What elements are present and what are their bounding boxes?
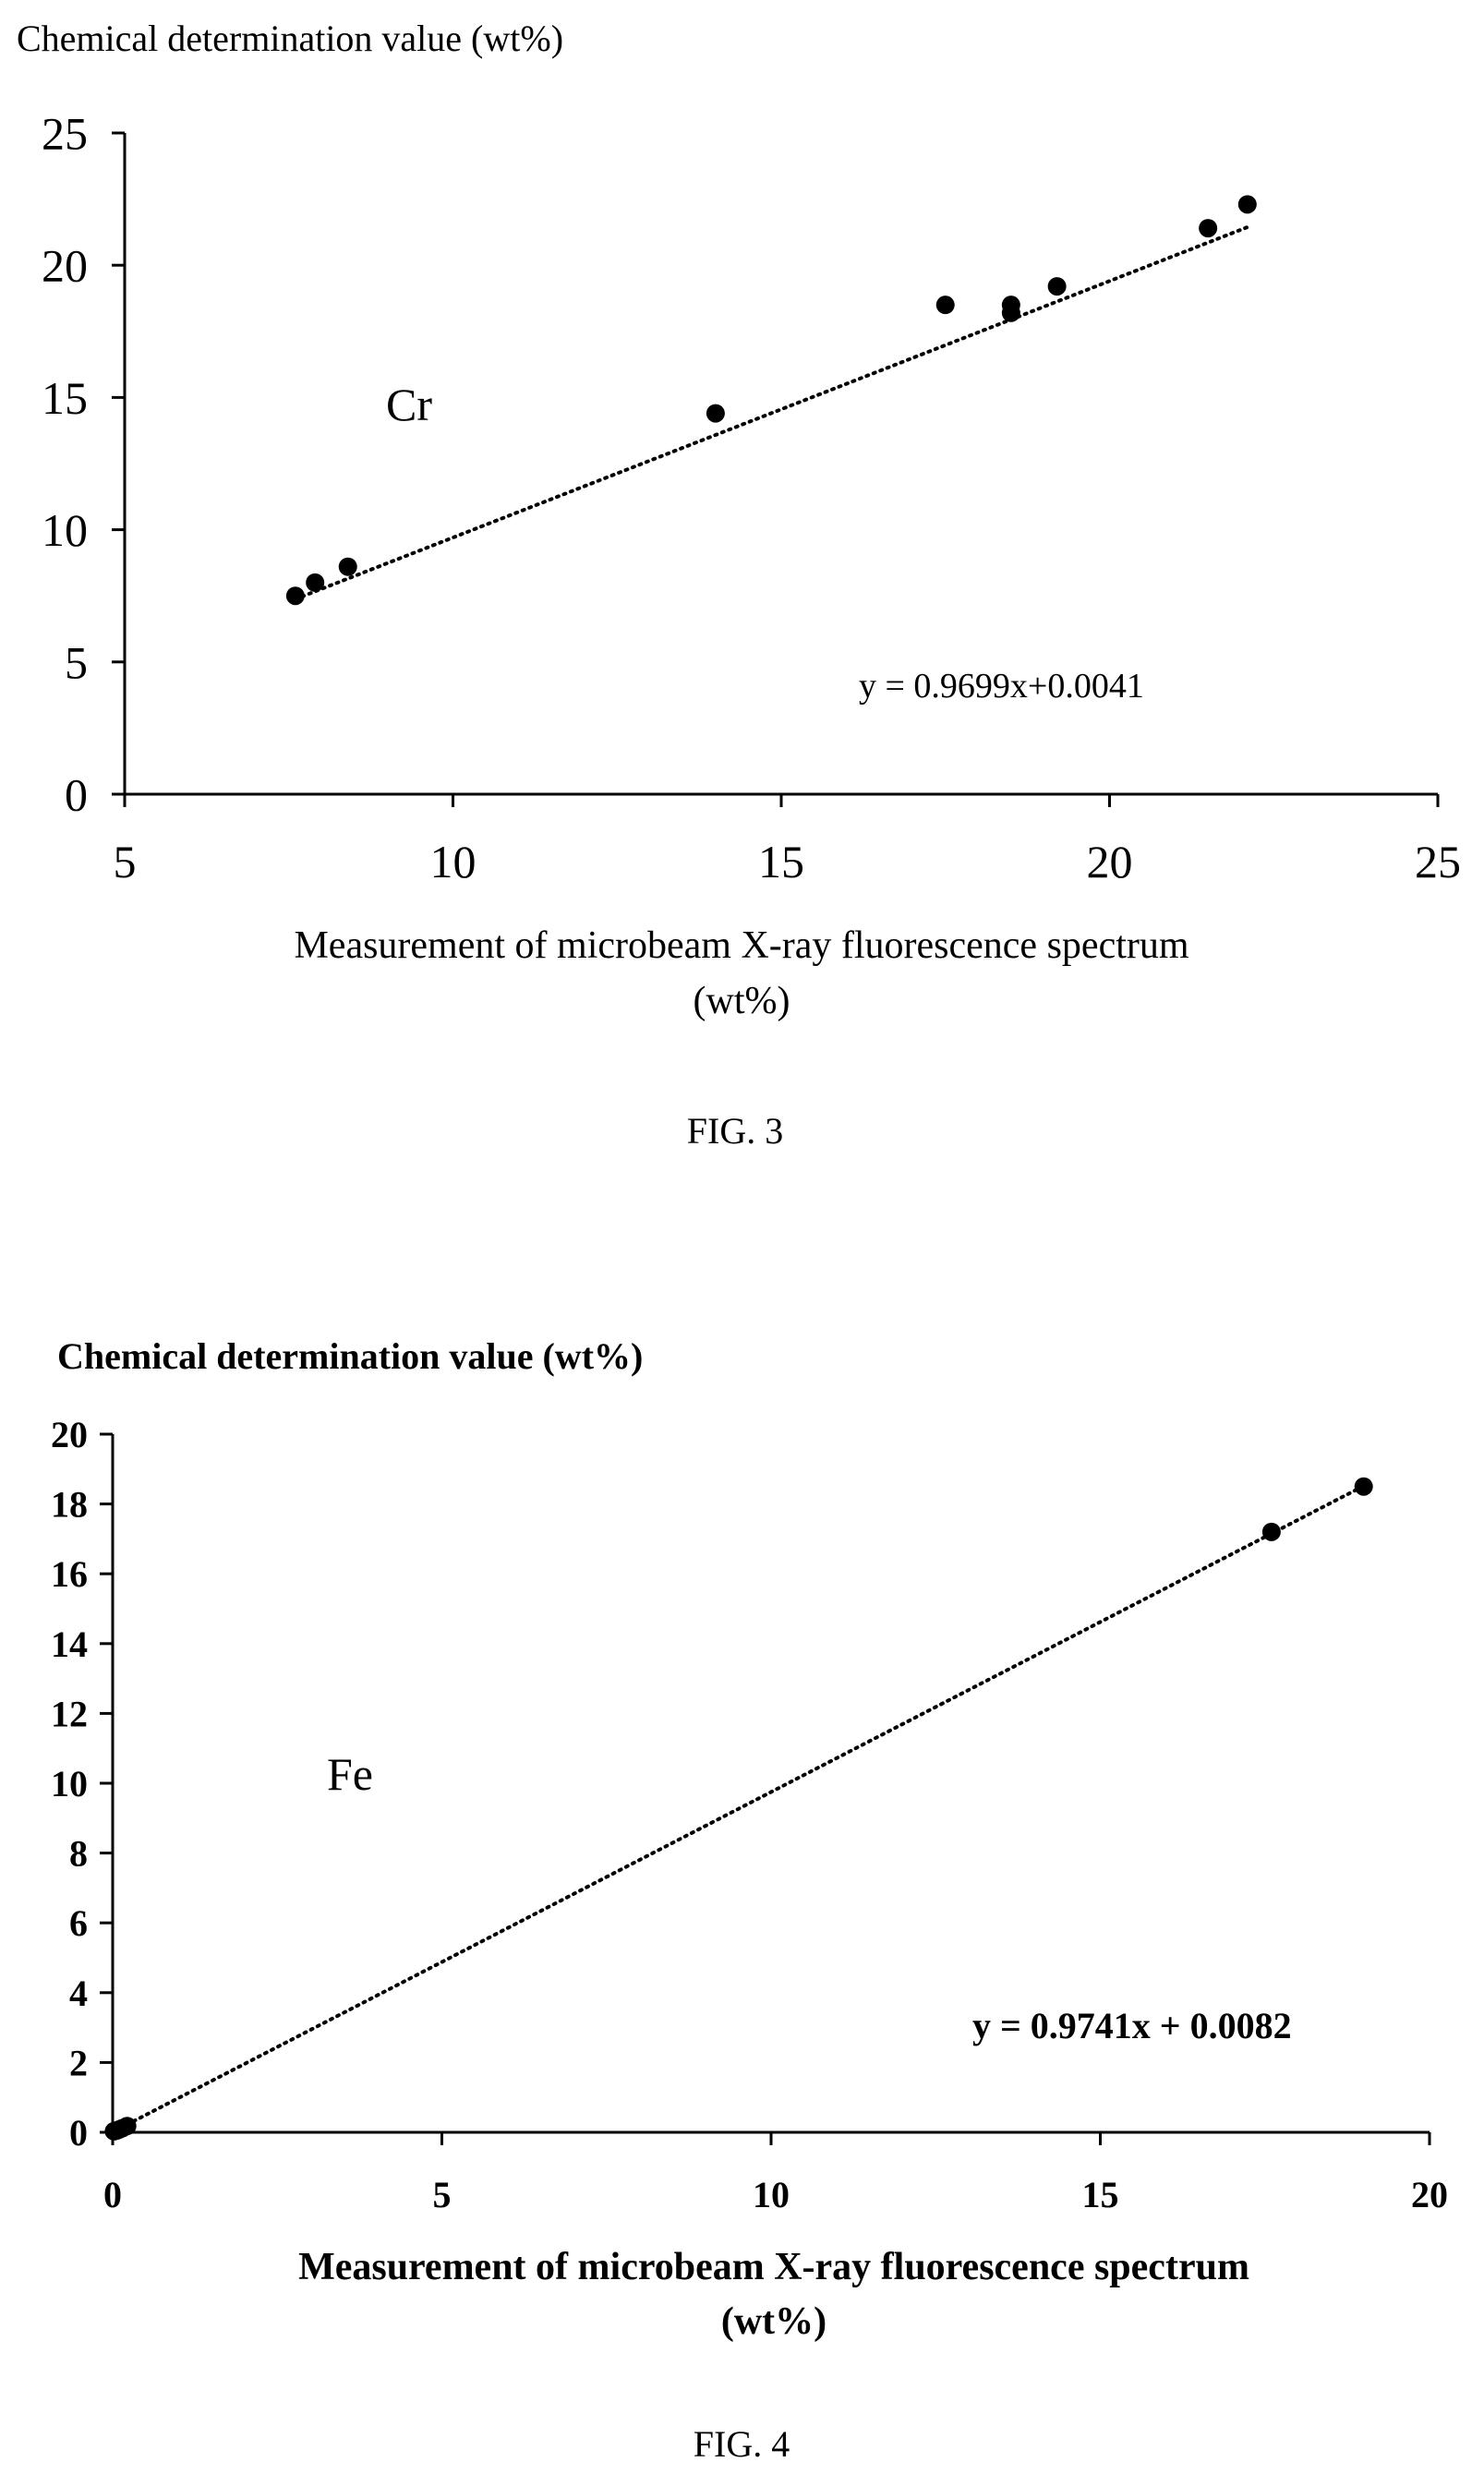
chart-fe-y-tick-label: 2 (69, 2042, 88, 2083)
chart-cr-data-point (306, 573, 325, 592)
chart-cr-data-point (1237, 195, 1257, 214)
chart-fe-trendline-path (112, 1484, 1366, 2133)
chart-fe-x-tick-label: 0 (103, 2174, 122, 2215)
chart-cr-data-point (1047, 277, 1067, 296)
chart-fe-y-tick-label: 6 (69, 1902, 88, 1944)
chart-fe-y-tick-label: 14 (51, 1623, 88, 1665)
chart-fe-data-point (117, 2117, 137, 2136)
chart-fe-y-axis-title: Chemical determination value (wt%) (57, 1335, 643, 1377)
chart-cr-data-point (285, 586, 305, 606)
chart-fe-x-tick-label: 10 (753, 2174, 790, 2215)
chart-cr-y-axis-title: Chemical determination value (wt%) (17, 18, 563, 59)
chart-fe-y-tick-label: 8 (69, 1833, 88, 1875)
chart-fe-data-point (1261, 1522, 1281, 1541)
chart-fe-y-tick-label: 0 (69, 2112, 88, 2154)
chart-fe-x-tick-label: 20 (1411, 2174, 1448, 2215)
chart-cr-y-tick-label: 10 (42, 504, 88, 556)
chart-cr: Chemical determination value (wt%) 5 10 15… (17, 18, 1461, 1152)
fig3-caption: FIG. 3 (687, 1110, 783, 1152)
chart-cr-element-label: Cr (386, 379, 432, 430)
chart-fe-element-label: Fe (327, 1748, 373, 1800)
chart-cr-trendline-path (293, 224, 1249, 601)
chart-fe-x-axis-title: Measurement of microbeam X-ray fluoresce… (298, 2246, 1249, 2288)
chart-cr-x-tick-label: 15 (758, 836, 804, 887)
chart-fe-x-tick-label: 15 (1082, 2174, 1119, 2215)
chart-cr-x-tick-label: 5 (114, 836, 137, 887)
chart-fe-y-tick-label: 12 (51, 1693, 88, 1734)
chart-fe-equation: y = 0.9741x + 0.0082 (972, 2005, 1292, 2046)
chart-cr-trendline (293, 224, 1249, 601)
chart-cr-data-point (1199, 219, 1218, 238)
chart-cr-x-tick-label: 20 (1087, 836, 1133, 887)
chart-fe-x-tick-label: 5 (433, 2174, 452, 2215)
chart-cr-equation: y = 0.9699x+0.0041 (859, 667, 1144, 706)
chart-fe-y-tick-label: 4 (69, 1973, 88, 2014)
chart-cr-x-axis-unit: (wt%) (694, 980, 790, 1022)
chart-cr-x-tick-label: 10 (430, 836, 477, 887)
chart-fe-data-point (1354, 1477, 1373, 1496)
chart-fe-y-tick-label: 20 (51, 1414, 88, 1455)
chart-cr-points (285, 195, 1257, 606)
fig4-caption: FIG. 4 (694, 2423, 790, 2465)
chart-fe-y-tick-label: 16 (51, 1553, 88, 1595)
chart-cr-y-tick-label: 20 (42, 240, 88, 292)
chart-cr-y-tick-label: 0 (65, 769, 88, 821)
chart-cr-x-axis-title: Measurement of microbeam X-ray fluoresce… (294, 924, 1188, 967)
chart-cr-y-tick-label: 15 (42, 372, 88, 424)
chart-cr-y-tick-label: 25 (42, 108, 88, 160)
chart-fe-x-axis-unit: (wt%) (721, 2300, 826, 2343)
chart-cr-data-point (1001, 303, 1020, 322)
chart-fe-axes: 0 5 10 15 20 0 2 4 6 8 10 12 14 16 18 20 (51, 1414, 1448, 2215)
chart-cr-data-point (706, 404, 725, 423)
chart-fe: Chemical determination value (wt%) 0 5 10 1… (51, 1335, 1448, 2465)
chart-fe-trendline (112, 1484, 1366, 2133)
chart-fe-y-tick-label: 10 (51, 1763, 88, 1804)
chart-cr-y-tick-label: 5 (65, 636, 88, 688)
chart-fe-points (104, 1477, 1373, 2141)
chart-fe-y-tick-label: 18 (51, 1484, 88, 1526)
chart-cr-data-point (338, 557, 357, 576)
chart-cr-data-point (935, 296, 955, 315)
chart-cr-x-tick-label: 25 (1415, 836, 1461, 887)
